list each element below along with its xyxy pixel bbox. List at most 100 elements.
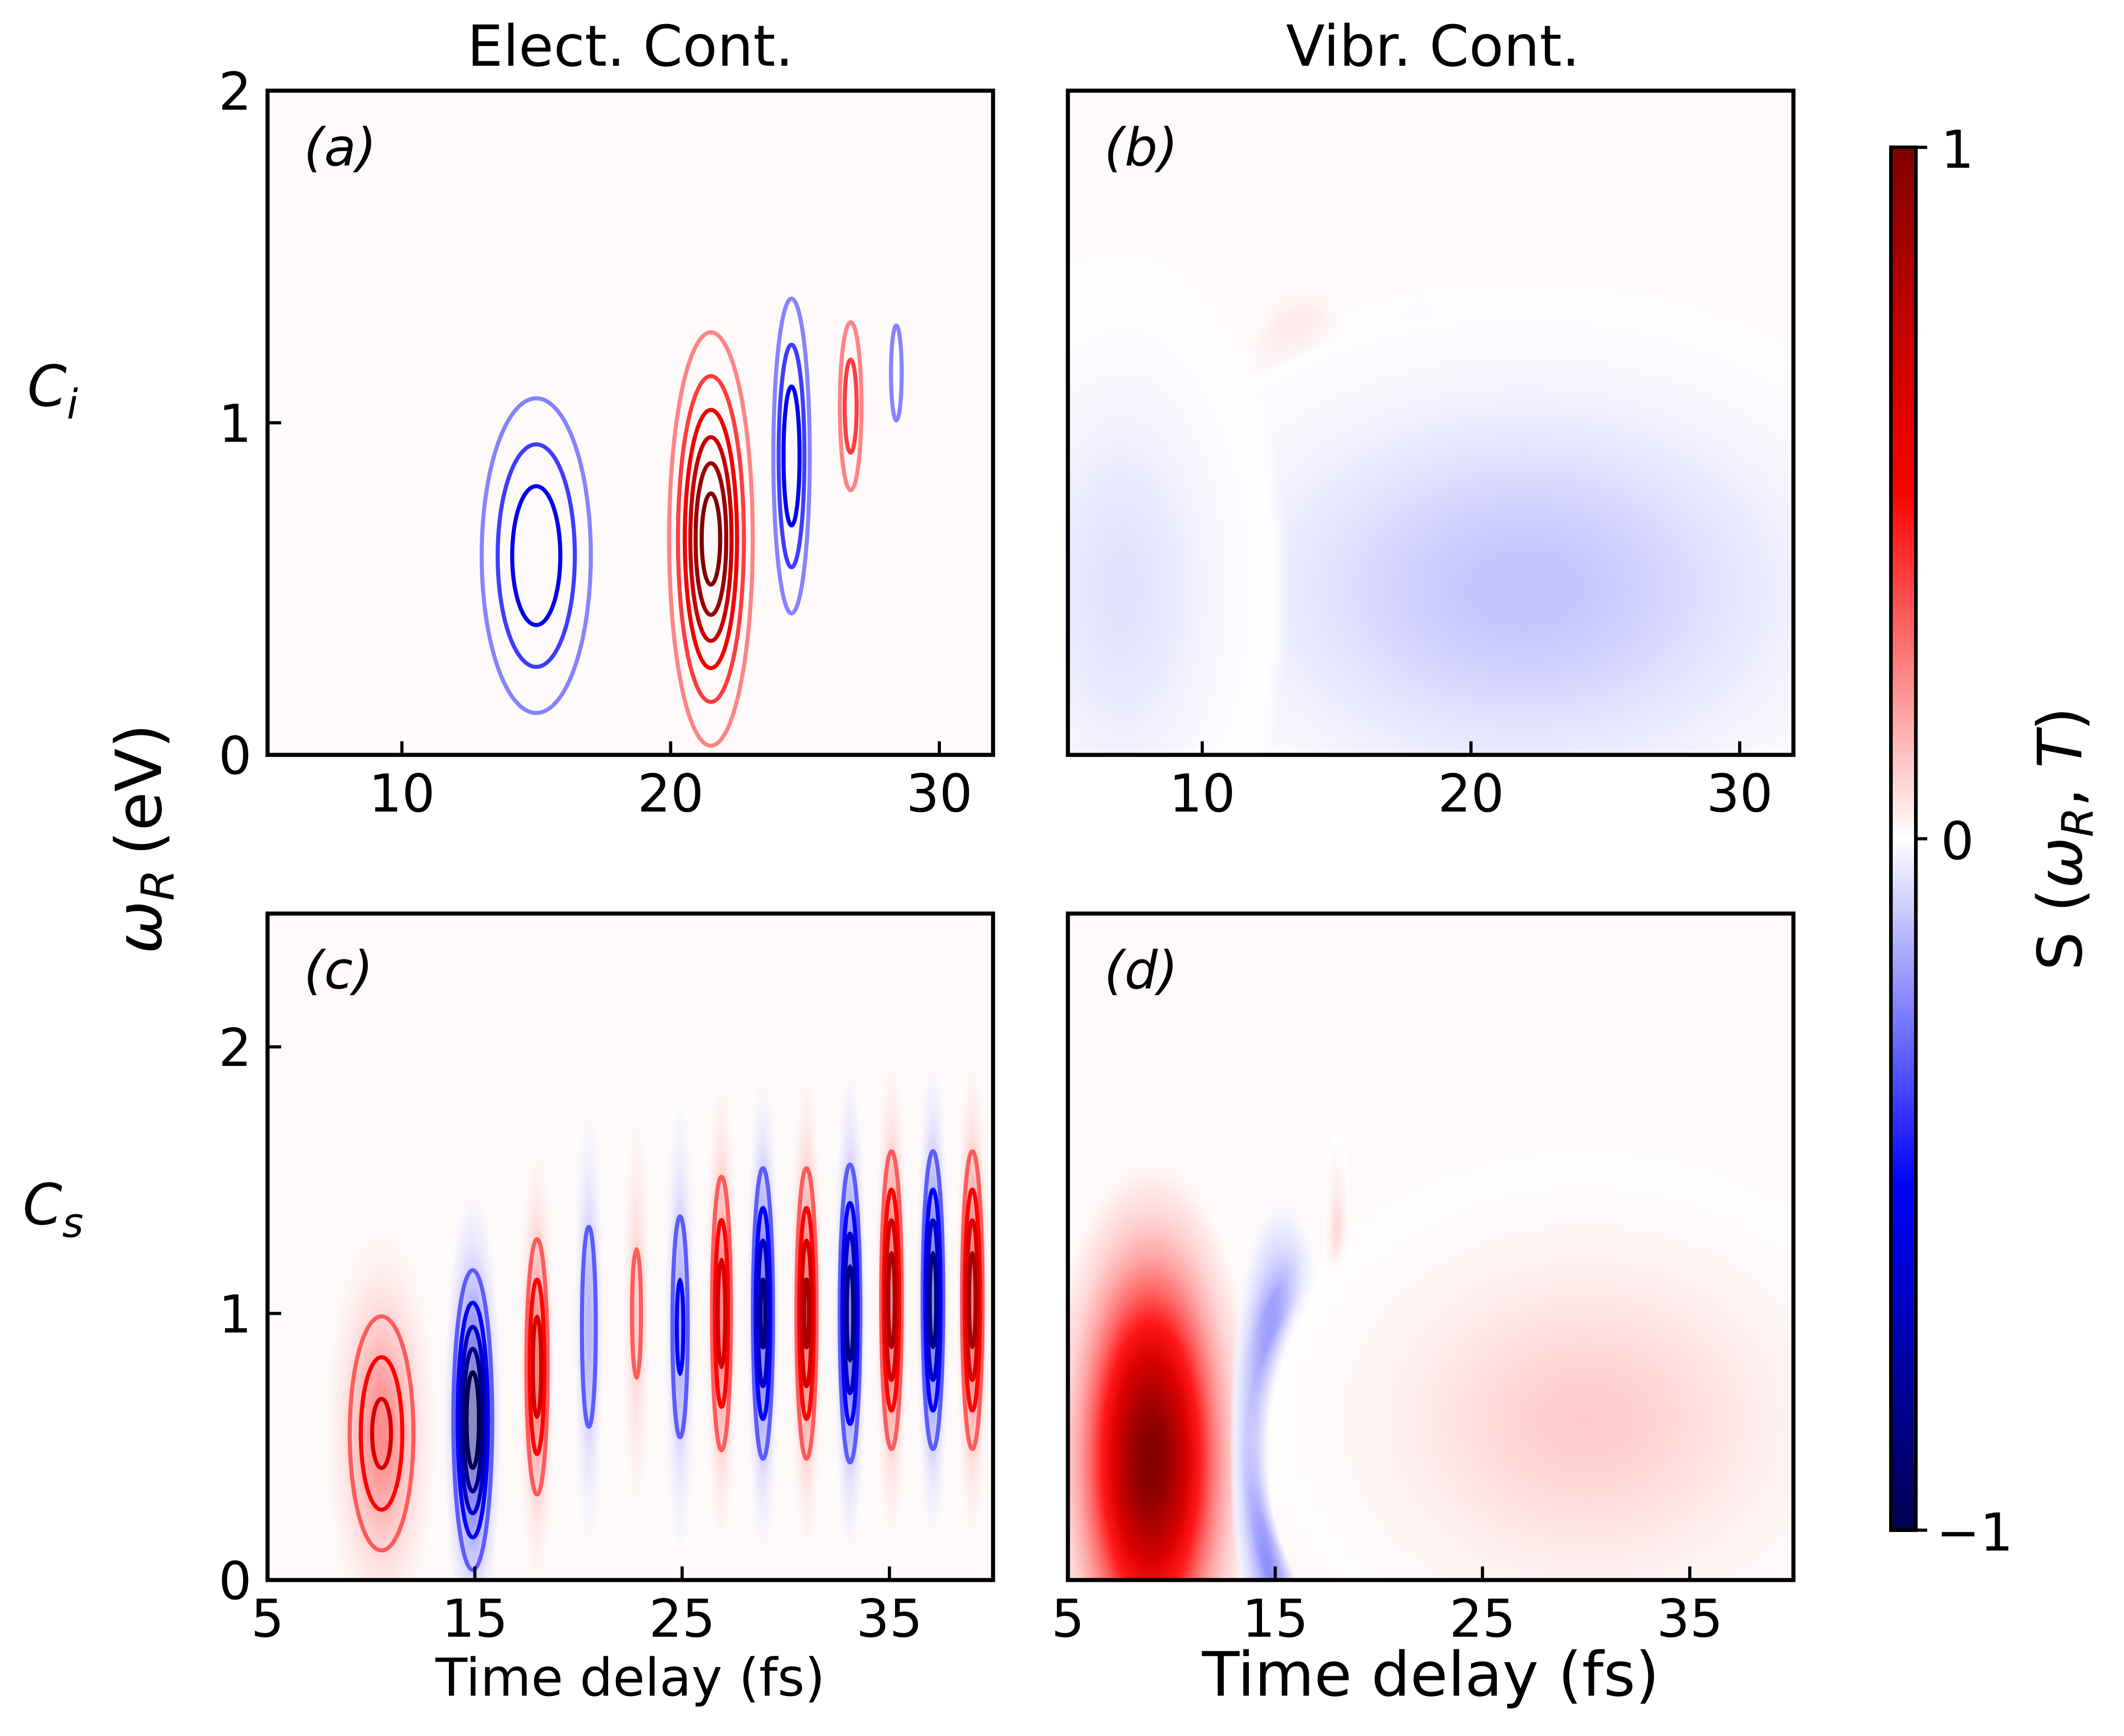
panel-c-blob-12-contour-3 bbox=[967, 1251, 978, 1349]
panel-a-xtick-label-1: 20 bbox=[638, 763, 704, 824]
panel-c-blob-12-contour-2 bbox=[965, 1218, 980, 1382]
panel-c-blob-0-contour-2 bbox=[370, 1396, 393, 1470]
panel-c-blob-10-fill bbox=[874, 1048, 909, 1552]
panel-c-blob-5-fill bbox=[663, 1075, 698, 1579]
panel-c-blob-8-contour-0 bbox=[794, 1166, 819, 1461]
panel-a-label: (a) bbox=[304, 117, 376, 178]
panel-c-label: (c) bbox=[304, 940, 373, 1001]
panel-a: 10 20 30 0 1 2 (a) bbox=[219, 62, 995, 824]
panel-d-blob-4 bbox=[1238, 1140, 1793, 1580]
panel-c-blob-0 bbox=[321, 1209, 443, 1580]
panel-d-frame bbox=[1066, 911, 1796, 1582]
panel-d: 5 15 25 35 (d) Time delay (fs) bbox=[1051, 911, 1796, 1710]
panel-a-blob-1 bbox=[667, 330, 755, 748]
panel-c-blob-11-contour-1 bbox=[923, 1187, 943, 1413]
panel-c-blob-1-fill bbox=[442, 1185, 503, 1580]
panel-c-blob-7 bbox=[745, 1061, 780, 1566]
panel-c-plot-area bbox=[321, 1048, 990, 1580]
panel-c-blob-7-contour-2 bbox=[755, 1239, 770, 1388]
panel-c-blob-7-fill bbox=[745, 1061, 780, 1566]
panel-c-blob-3-contour-0 bbox=[580, 1225, 598, 1429]
panel-d-xtick-label-1: 15 bbox=[1242, 1589, 1308, 1649]
panel-c-blob-5-contour-0 bbox=[670, 1214, 690, 1439]
panel-c-blob-6-contour-0 bbox=[710, 1174, 733, 1453]
panel-c-blob-12-contour-0 bbox=[960, 1149, 985, 1451]
colorbar-label: S (ωR, T) bbox=[2025, 707, 2103, 970]
panel-c-blob-10-contour-0 bbox=[879, 1149, 904, 1451]
colorbar-label-var: T bbox=[2025, 726, 2096, 768]
panel-c-blob-2-contour-0 bbox=[524, 1237, 550, 1497]
panel-c-blob-12-fill bbox=[955, 1048, 990, 1552]
panel-d-xlabel: Time delay (fs) bbox=[1202, 1639, 1659, 1710]
panel-c-blob-4-fill bbox=[619, 1061, 654, 1566]
panel-a-background bbox=[268, 91, 993, 755]
panel-a-blob-1-contour-1 bbox=[676, 374, 746, 704]
colorbar-label-suffix: ) bbox=[2025, 707, 2096, 731]
panel-a-blob-0-contour-1 bbox=[496, 442, 577, 669]
panel-c-xtick-label-2: 25 bbox=[649, 1589, 715, 1649]
colorbar: 1 0 −1 S (ωR, T) bbox=[1889, 120, 2103, 1563]
panel-d-xtick-label-2: 25 bbox=[1449, 1589, 1515, 1649]
panel-c-blob-2 bbox=[517, 1132, 557, 1580]
panel-a-blob-0-contour-2 bbox=[510, 484, 563, 627]
colorbar-label-prefix: S ( bbox=[2025, 888, 2096, 970]
panel-c-blob-1-contour-3 bbox=[461, 1347, 484, 1493]
panel-a-blob-4 bbox=[889, 323, 904, 423]
panel-c-blob-6-contour-1 bbox=[713, 1218, 730, 1409]
panel-c-blob-0-contour-0 bbox=[347, 1314, 416, 1553]
panel-a-blob-1-contour-4 bbox=[693, 461, 729, 617]
panel-a-blob-1-contour-3 bbox=[688, 435, 734, 643]
panel-c-frame bbox=[265, 911, 995, 1582]
row-label-cs-sub: s bbox=[62, 1199, 83, 1247]
panel-c-blob-1-contour-2 bbox=[458, 1325, 487, 1516]
row-label-ci-sub: i bbox=[67, 381, 78, 428]
panel-a-blob-0-contour-0 bbox=[479, 396, 593, 715]
panel-a-ytick-label-1: 1 bbox=[219, 394, 252, 455]
panel-c-blob-12 bbox=[955, 1048, 990, 1552]
panel-a-blob-3-contour-0 bbox=[838, 320, 864, 492]
panel-c-blob-10-contour-2 bbox=[884, 1218, 899, 1382]
panel-c-blob-11 bbox=[916, 1048, 950, 1552]
panel-b-xtick-label-2: 30 bbox=[1706, 763, 1773, 824]
panel-c-blob-3 bbox=[571, 1075, 606, 1579]
panel-b-xtick-label-1: 20 bbox=[1438, 763, 1504, 824]
panel-c-blob-8-contour-1 bbox=[797, 1206, 816, 1421]
panel-c-blob-2-contour-1 bbox=[527, 1277, 546, 1456]
panel-c-blob-10 bbox=[874, 1048, 909, 1552]
panel-d-xtick-label-3: 35 bbox=[1656, 1589, 1723, 1649]
panel-c-blob-9-contour-1 bbox=[840, 1201, 860, 1426]
panel-c-xtick-label-1: 15 bbox=[442, 1589, 508, 1649]
panel-d-label: (d) bbox=[1104, 940, 1178, 1001]
panel-c-xtick-label-0: 5 bbox=[251, 1589, 284, 1649]
panel-a-xtick-label-0: 10 bbox=[369, 763, 435, 824]
colorbar-gradient bbox=[1889, 146, 1918, 1532]
panel-b-frame bbox=[1066, 88, 1796, 757]
panel-c-blob-1-contour-4 bbox=[464, 1370, 481, 1470]
panel-c-blob-9-contour-2 bbox=[842, 1231, 858, 1396]
panel-c-blob-7-contour-0 bbox=[750, 1166, 775, 1461]
panel-c-blob-0-contour-1 bbox=[359, 1355, 404, 1512]
row-label-ci: Ci bbox=[27, 354, 78, 428]
panel-c-blob-10-contour-1 bbox=[882, 1187, 901, 1413]
panel-a-blob-1-contour-2 bbox=[682, 408, 739, 671]
panel-a-blob-2-contour-1 bbox=[776, 342, 807, 569]
panel-b: 10 20 30 (b) bbox=[1066, 88, 1796, 824]
panel-c-blob-1 bbox=[442, 1185, 503, 1580]
panel-b-blob-3 bbox=[1068, 240, 1291, 755]
panel-c-blob-6-fill bbox=[704, 1061, 739, 1566]
panel-c-ytick-label-2: 2 bbox=[219, 1018, 252, 1079]
panel-b-xtick-label-0: 10 bbox=[1169, 763, 1235, 824]
panel-c-blob-8-fill bbox=[789, 1061, 824, 1566]
panel-c-blob-12-contour-1 bbox=[962, 1187, 982, 1413]
panel-c-blob-11-contour-0 bbox=[921, 1149, 945, 1451]
panel-c-blob-1-contour-1 bbox=[455, 1300, 490, 1540]
panel-c-blob-5 bbox=[663, 1075, 698, 1579]
y-axis-label-unit: (eV) bbox=[102, 724, 176, 856]
panel-c-blob-9-fill bbox=[833, 1061, 867, 1566]
panel-c: 5 15 25 35 0 1 2 (c) Time delay (fs) bbox=[219, 911, 995, 1708]
colorbar-label-sep: , bbox=[2025, 768, 2096, 807]
panel-c-blob-2-fill bbox=[517, 1132, 557, 1580]
panel-d-xtick-label-0: 5 bbox=[1051, 1589, 1084, 1649]
panel-c-xlabel: Time delay (fs) bbox=[435, 1648, 825, 1708]
